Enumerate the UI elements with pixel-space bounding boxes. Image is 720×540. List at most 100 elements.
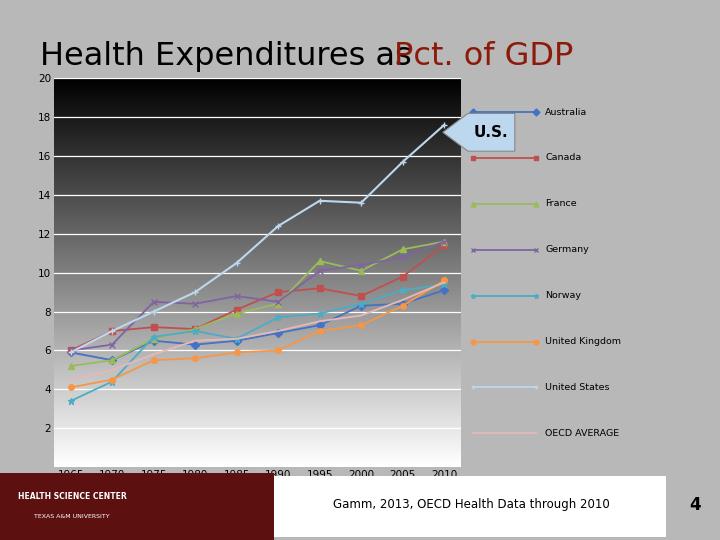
United Kingdom — [66, 384, 75, 390]
Line: Canada: Canada — [68, 242, 447, 353]
Line: OECD AVERAGE: OECD AVERAGE — [71, 282, 444, 380]
Text: Norway: Norway — [545, 291, 581, 300]
United Kingdom — [398, 302, 407, 309]
Germany — [191, 301, 199, 307]
Norway — [108, 379, 117, 385]
Polygon shape — [443, 113, 515, 151]
OECD AVERAGE — [315, 318, 324, 325]
Australia — [274, 330, 282, 336]
Germany — [274, 299, 282, 305]
Canada — [315, 285, 324, 292]
Text: 4: 4 — [689, 496, 701, 514]
Australia — [398, 301, 407, 307]
Germany — [398, 254, 407, 260]
Text: Canada: Canada — [545, 153, 582, 163]
United States — [398, 159, 407, 165]
United Kingdom — [233, 349, 241, 356]
Australia — [149, 338, 158, 344]
Canada — [149, 324, 158, 330]
OECD AVERAGE — [398, 296, 407, 303]
Germany — [108, 341, 117, 348]
Line: France: France — [68, 239, 447, 369]
Norway — [191, 328, 199, 334]
Canada — [233, 306, 241, 313]
Text: Australia: Australia — [545, 107, 588, 117]
Line: United Kingdom: United Kingdom — [68, 278, 447, 390]
United States — [108, 328, 117, 334]
Canada — [440, 242, 449, 249]
OECD AVERAGE — [233, 335, 241, 342]
Text: TEXAS A&M UNIVERSITY: TEXAS A&M UNIVERSITY — [34, 514, 110, 519]
Canada — [357, 293, 366, 299]
OECD AVERAGE — [108, 367, 117, 373]
Australia — [108, 357, 117, 363]
Germany — [357, 262, 366, 268]
Germany — [315, 267, 324, 274]
FancyBboxPatch shape — [274, 476, 666, 537]
Canada — [274, 289, 282, 295]
Germany — [440, 238, 449, 245]
Line: Norway: Norway — [67, 281, 448, 404]
United States — [315, 198, 324, 204]
France — [191, 326, 199, 332]
OECD AVERAGE — [191, 338, 199, 344]
Germany — [66, 347, 75, 354]
Line: Australia: Australia — [68, 287, 447, 363]
Australia — [233, 338, 241, 344]
FancyBboxPatch shape — [0, 472, 274, 540]
Text: Health Expenditures as: Health Expenditures as — [40, 41, 421, 72]
Norway — [357, 301, 366, 307]
Text: United Kingdom: United Kingdom — [545, 337, 621, 346]
United Kingdom — [357, 322, 366, 328]
Text: Germany: Germany — [545, 245, 589, 254]
Text: United States: United States — [545, 383, 610, 392]
Canada — [398, 273, 407, 280]
Line: United States: United States — [67, 122, 448, 356]
France — [108, 357, 117, 363]
Line: Germany: Germany — [67, 238, 448, 354]
Canada — [108, 328, 117, 334]
United States — [233, 260, 241, 266]
OECD AVERAGE — [440, 279, 449, 286]
Canada — [66, 347, 75, 354]
France — [398, 246, 407, 253]
Norway — [149, 334, 158, 340]
Australia — [357, 302, 366, 309]
Germany — [233, 293, 241, 299]
United Kingdom — [274, 347, 282, 354]
United Kingdom — [108, 376, 117, 383]
France — [149, 335, 158, 342]
United States — [66, 349, 75, 356]
France — [315, 258, 324, 264]
Text: Pct. of GDP: Pct. of GDP — [394, 41, 573, 72]
France — [440, 238, 449, 245]
France — [233, 310, 241, 317]
OECD AVERAGE — [357, 312, 366, 319]
France — [66, 363, 75, 369]
Norway — [315, 310, 324, 317]
Australia — [440, 287, 449, 293]
United States — [191, 289, 199, 295]
United States — [357, 199, 366, 206]
OECD AVERAGE — [66, 376, 75, 383]
United Kingdom — [440, 277, 449, 284]
France — [274, 301, 282, 307]
Norway — [398, 287, 407, 293]
Text: HEALTH SCIENCE CENTER: HEALTH SCIENCE CENTER — [17, 491, 127, 501]
Canada — [191, 326, 199, 332]
OECD AVERAGE — [149, 351, 158, 357]
Germany — [149, 299, 158, 305]
United States — [274, 223, 282, 230]
Australia — [315, 322, 324, 328]
United Kingdom — [315, 328, 324, 334]
United States — [149, 308, 158, 315]
OECD AVERAGE — [274, 328, 282, 334]
Text: Gamm, 2013, OECD Health Data through 2010: Gamm, 2013, OECD Health Data through 201… — [333, 498, 610, 511]
United Kingdom — [191, 355, 199, 361]
Norway — [440, 281, 449, 288]
Australia — [191, 341, 199, 348]
Text: OECD AVERAGE: OECD AVERAGE — [545, 429, 619, 438]
France — [357, 267, 366, 274]
Norway — [274, 314, 282, 321]
United Kingdom — [149, 357, 158, 363]
